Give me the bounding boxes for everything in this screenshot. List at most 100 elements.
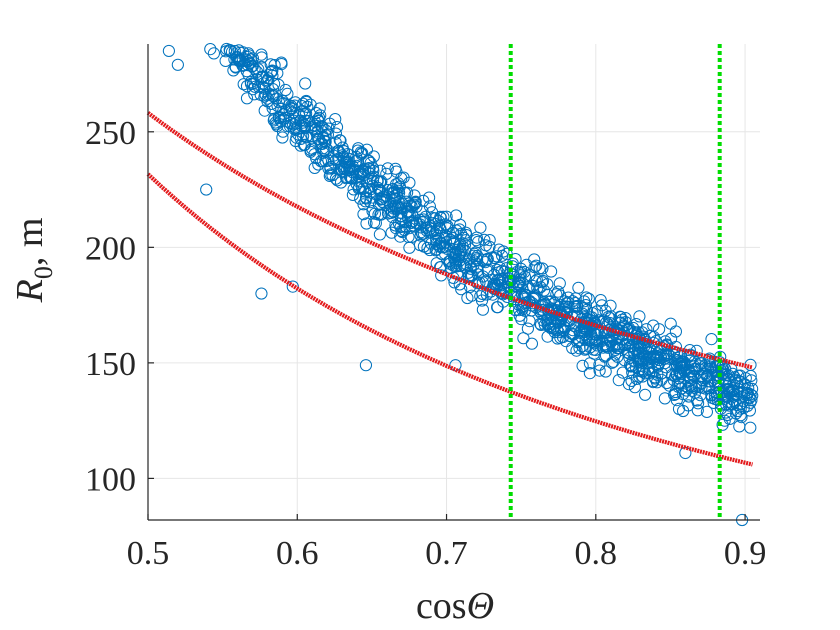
scatter-point — [628, 381, 642, 394]
scatter-point — [284, 116, 297, 130]
scatter-point — [670, 394, 683, 407]
scatter-point — [495, 264, 508, 277]
scatter-point — [219, 54, 232, 68]
scatter-point-outlier — [171, 58, 184, 71]
scatter-point — [395, 207, 408, 220]
scatter-point — [536, 274, 550, 288]
scatter-point — [491, 301, 504, 314]
scatter-point — [688, 355, 701, 368]
scatter-point — [572, 281, 585, 294]
scatter-point — [536, 262, 549, 275]
scatter-points — [162, 42, 759, 527]
scatter-point — [646, 356, 659, 369]
scatter-point — [372, 208, 385, 221]
scatter-point — [530, 273, 543, 286]
scatter-point — [386, 186, 399, 199]
scatter-point — [304, 145, 317, 158]
scatter-point-outlier — [359, 359, 373, 372]
scatter-point — [491, 263, 504, 276]
scatter-point-outlier — [449, 255, 462, 268]
scatter-point — [599, 365, 612, 378]
scatter-point — [434, 237, 448, 250]
scatter-point — [530, 259, 543, 272]
scatter-point — [204, 43, 217, 56]
scatter-point — [676, 361, 689, 375]
scatter-point — [352, 182, 365, 195]
scatter-point — [294, 114, 307, 128]
scatter-point — [240, 92, 254, 105]
scatter-point — [386, 205, 399, 218]
scatter-point — [576, 359, 589, 372]
scatter-point — [613, 328, 626, 341]
scatter-point — [691, 404, 704, 417]
scatter-point — [409, 195, 422, 208]
y-tick-label: 250 — [85, 115, 136, 152]
scatter-point — [579, 342, 592, 355]
scatter-point — [470, 234, 483, 247]
scatter-point — [455, 283, 468, 296]
scatter-point — [410, 217, 423, 230]
scatter-point — [374, 193, 387, 206]
scatter-point — [237, 78, 250, 91]
scatter-point — [552, 316, 565, 329]
scatter-point — [723, 412, 736, 425]
scatter-point — [338, 162, 351, 175]
scatter-point — [464, 262, 477, 275]
scatter-point — [443, 233, 457, 247]
scatter-point — [541, 313, 554, 326]
scatter-point — [314, 155, 327, 168]
scatter-point — [329, 127, 342, 140]
vertical-marker-lines — [508, 44, 722, 520]
scatter-point — [616, 313, 629, 326]
scatter-point — [636, 365, 649, 378]
scatter-point — [257, 77, 270, 90]
scatter-point — [516, 282, 529, 295]
scatter-point — [527, 291, 540, 304]
scatter-point — [743, 392, 756, 405]
scatter-point — [362, 155, 375, 168]
scatter-point — [269, 116, 282, 129]
scatter-point — [490, 250, 503, 263]
scatter-point — [722, 372, 735, 386]
scatter-point — [334, 134, 347, 147]
scatter-point — [450, 224, 463, 237]
scatter-point — [737, 389, 750, 402]
scatter-point — [326, 169, 339, 182]
x-tick-label: 0.6 — [276, 535, 319, 572]
scatter-point — [647, 319, 660, 332]
scatter-point — [459, 244, 472, 257]
scatter-point — [233, 53, 246, 66]
scatter-point — [616, 366, 629, 379]
scatter-point — [371, 181, 385, 194]
scatter-point — [468, 247, 481, 260]
scatter-point — [366, 205, 379, 218]
scatter-point — [744, 369, 757, 383]
scatter-point — [704, 360, 717, 373]
scatter-point — [413, 213, 426, 226]
scatter-point-outlier — [200, 183, 213, 196]
scatter-point — [423, 243, 436, 257]
tick-labels: 0.5 0.6 0.7 0.8 0.9 100 150 200 250 — [85, 115, 766, 572]
scatter-point — [672, 402, 686, 415]
scatter-point — [685, 349, 698, 362]
scatter-point — [392, 184, 405, 197]
x-tick-label: 0.8 — [575, 535, 618, 572]
scatter-point — [426, 225, 439, 238]
scatter-point — [514, 262, 528, 275]
scatter-point — [242, 68, 255, 81]
scatter-point — [255, 51, 268, 64]
scatter-point — [525, 304, 538, 317]
scatter-point — [536, 300, 549, 313]
scatter-point — [429, 212, 442, 225]
scatter-point — [319, 135, 332, 148]
scatter-point — [515, 313, 528, 326]
scatter-point — [364, 156, 377, 169]
scatter-point — [274, 115, 287, 128]
scatter-point — [705, 333, 718, 346]
scatter-point — [683, 344, 696, 357]
scatter-point — [586, 307, 599, 320]
scatter-point — [237, 46, 250, 59]
scatter-point — [579, 299, 593, 312]
